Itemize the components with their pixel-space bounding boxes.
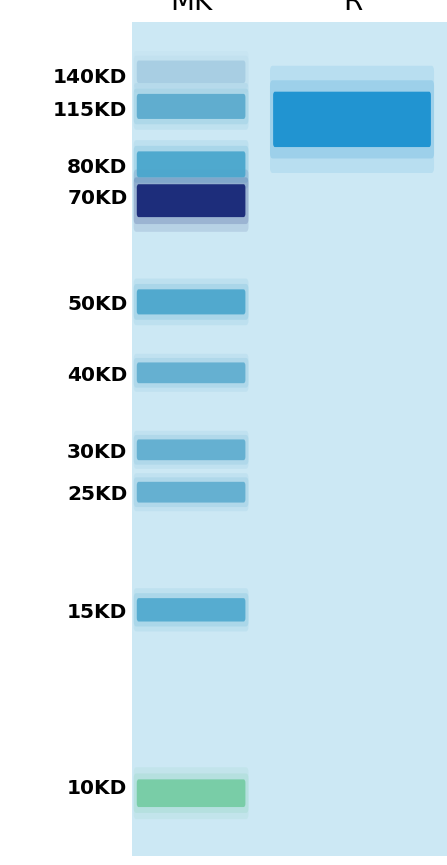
FancyBboxPatch shape — [137, 61, 245, 83]
FancyBboxPatch shape — [137, 599, 245, 621]
Text: 40KD: 40KD — [67, 366, 127, 385]
FancyBboxPatch shape — [137, 362, 245, 383]
FancyBboxPatch shape — [134, 773, 249, 813]
FancyBboxPatch shape — [134, 170, 249, 232]
FancyBboxPatch shape — [134, 177, 249, 224]
FancyBboxPatch shape — [134, 477, 249, 507]
Text: R: R — [343, 0, 363, 16]
FancyBboxPatch shape — [134, 284, 249, 320]
FancyBboxPatch shape — [137, 289, 245, 314]
FancyBboxPatch shape — [134, 51, 249, 93]
Text: 115KD: 115KD — [53, 101, 127, 120]
Text: 50KD: 50KD — [67, 295, 127, 314]
Bar — [132, 22, 447, 856]
FancyBboxPatch shape — [134, 279, 249, 325]
FancyBboxPatch shape — [134, 358, 249, 388]
FancyBboxPatch shape — [137, 779, 245, 807]
FancyBboxPatch shape — [134, 593, 249, 626]
FancyBboxPatch shape — [137, 439, 245, 460]
Text: 25KD: 25KD — [67, 485, 127, 504]
FancyBboxPatch shape — [134, 55, 249, 88]
Text: 15KD: 15KD — [67, 603, 127, 622]
FancyBboxPatch shape — [134, 88, 249, 125]
FancyBboxPatch shape — [134, 767, 249, 819]
Text: 70KD: 70KD — [67, 189, 127, 208]
FancyBboxPatch shape — [134, 588, 249, 631]
FancyBboxPatch shape — [134, 431, 249, 469]
FancyBboxPatch shape — [134, 146, 249, 183]
FancyBboxPatch shape — [134, 435, 249, 465]
FancyBboxPatch shape — [134, 354, 249, 392]
FancyBboxPatch shape — [134, 140, 249, 189]
FancyBboxPatch shape — [134, 473, 249, 511]
Text: 30KD: 30KD — [67, 443, 127, 462]
Text: MK: MK — [170, 0, 212, 16]
Text: 140KD: 140KD — [53, 68, 127, 87]
FancyBboxPatch shape — [137, 151, 245, 177]
FancyBboxPatch shape — [137, 93, 245, 119]
Text: 80KD: 80KD — [67, 158, 127, 177]
FancyBboxPatch shape — [137, 482, 245, 503]
FancyBboxPatch shape — [134, 83, 249, 130]
FancyBboxPatch shape — [273, 92, 431, 147]
FancyBboxPatch shape — [270, 80, 434, 158]
Text: 10KD: 10KD — [67, 779, 127, 798]
FancyBboxPatch shape — [137, 184, 245, 217]
FancyBboxPatch shape — [270, 66, 434, 173]
